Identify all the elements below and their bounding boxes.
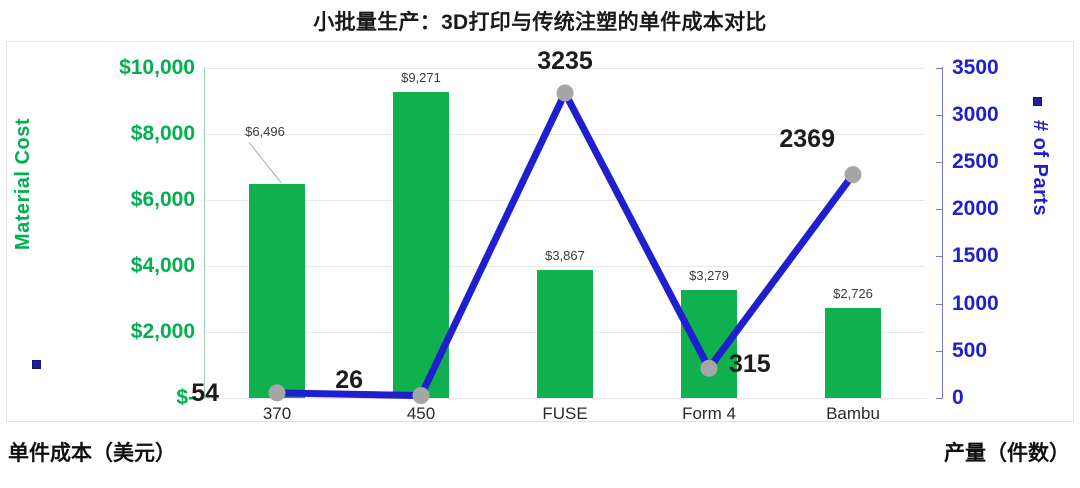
x-axis-tick-370: 370 [262,404,292,423]
bar-value-label-bambu: $2,726 [833,286,873,302]
bar-450[interactable] [393,92,449,398]
y-axis-left-tick: $10,000 [119,56,195,79]
bar-value-label-form-4: $3,279 [689,267,729,283]
x-axis-tick-bambu: Bambu [826,404,880,423]
gridline [205,134,925,135]
y-axis-right-tick: 2000 [952,197,999,220]
gridline [205,200,925,201]
parts-legend-marker [1033,97,1042,106]
material-cost-legend-marker [32,360,41,369]
y-axis-left-ticks: $10,000 $8,000 $6,000 $4,000 $2,000 $- [55,0,195,488]
y-axis-right-tick: 1500 [952,244,999,267]
y-axis-left-title: Material Cost [12,118,34,251]
bar-value-label-fuse: $3,867 [545,248,585,264]
y-axis-right-tick: 3000 [952,103,999,126]
x-axis-tick-450: 450 [406,404,436,423]
bar-bambu[interactable] [825,308,881,398]
bar-370[interactable] [249,183,305,398]
y-axis-right-tick: 2500 [952,150,999,173]
line-value-label-form-4: 315 [729,350,771,379]
plot-left-axis-line [204,67,205,399]
chart-title: 小批量生产：3D打印与传统注塑的单件成本对比 [313,11,767,34]
y-axis-right-tick: 500 [952,339,988,362]
x-axis-tick-form-4: Form 4 [682,404,736,423]
y-axis-right-line [942,67,943,399]
footer-caption-right: 产量（件数） [944,442,1070,465]
line-value-label-bambu: 2369 [779,124,835,153]
plot-area: $6,496 $9,271 $3,867 $3,279 $2,726 54 26… [191,47,925,407]
y-axis-left-tick: $8,000 [130,122,195,145]
y-axis-left-tick: $2,000 [130,320,195,343]
line-value-label-450: 26 [335,365,363,394]
bar-value-label-450: $9,271 [401,70,441,86]
parts-line-series[interactable] [205,68,925,405]
y-axis-right-tick: 0 [952,386,964,409]
y-axis-right-title: # of Parts [1029,120,1051,217]
footer-caption-left: 单件成本（美元） [8,442,176,465]
y-axis-left-tick: $- [176,386,195,409]
y-axis-right-tick: 3500 [952,56,999,79]
bar-value-label-370: $6,496 [245,123,285,139]
line-value-label-fuse: 3235 [537,47,593,75]
bar-fuse[interactable] [537,270,593,398]
line-value-label-370: 54 [191,378,219,407]
gridline [205,398,925,399]
gridline [205,68,925,69]
y-axis-left-tick: $6,000 [130,188,195,211]
x-axis-tick-fuse: FUSE [542,404,588,423]
y-axis-left-tick: $4,000 [130,254,195,277]
gridline [205,266,925,267]
y-axis-right-tick: 1000 [952,292,999,315]
